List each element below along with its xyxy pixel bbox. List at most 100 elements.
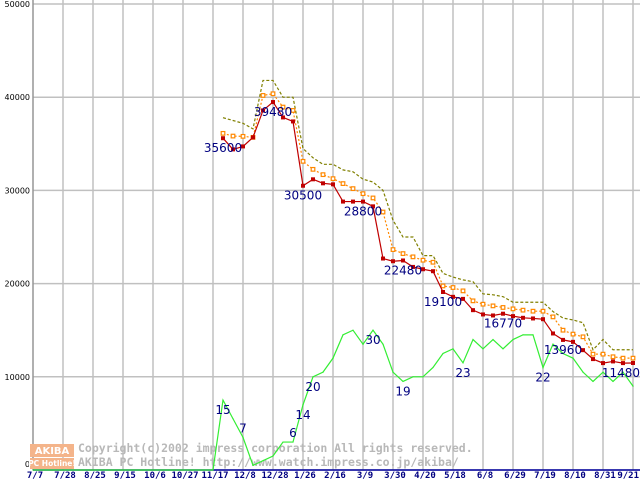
- data-point-average: [300, 158, 306, 164]
- data-label-min: 30500: [284, 189, 322, 203]
- data-point-shop-count: [182, 469, 184, 471]
- data-label-shop-count: 23: [455, 366, 470, 380]
- data-point-min: [541, 317, 545, 322]
- data-point-average: [390, 247, 396, 252]
- x-tick-label: 10/27: [171, 471, 198, 480]
- data-point-min: [421, 267, 425, 272]
- x-tick-label: 12/8: [234, 471, 256, 480]
- data-point-shop-count: [522, 334, 524, 336]
- data-point-min: [551, 331, 555, 336]
- data-point-shop-count: [432, 366, 434, 369]
- x-tick-label: 11/17: [201, 471, 228, 480]
- data-point-average: [420, 257, 426, 263]
- data-point-average: [440, 283, 446, 289]
- data-point-shop-count: [502, 348, 504, 350]
- data-label-shop-count: 15: [215, 403, 230, 417]
- data-point-shop-count: [462, 362, 464, 364]
- data-point-average: [550, 314, 556, 320]
- data-point-average: [260, 93, 266, 98]
- data-point-shop-count: [92, 469, 94, 471]
- series-layer: [32, 79, 636, 471]
- data-point-shop-count: [242, 436, 244, 438]
- data-point-shop-count: [342, 334, 344, 336]
- data-point-shop-count: [632, 385, 634, 387]
- x-tick-label: 7/7: [27, 471, 43, 480]
- data-point-average: [480, 301, 486, 307]
- data-point-shop-count: [532, 334, 534, 336]
- data-point-shop-count: [202, 469, 204, 471]
- x-tick-label: 2/16: [324, 471, 346, 480]
- data-point-shop-count: [322, 371, 324, 373]
- data-point-shop-count: [442, 352, 444, 355]
- data-point-shop-count: [302, 404, 304, 406]
- x-tick-label: 8/10: [564, 471, 586, 480]
- data-label-min: 11480: [602, 366, 640, 380]
- data-point-average: [270, 91, 276, 97]
- data-point-shop-count: [382, 343, 384, 345]
- x-tick-label: 3/9: [357, 471, 373, 480]
- data-point-shop-count: [42, 469, 44, 471]
- data-point-average: [290, 108, 296, 113]
- data-point-shop-count: [622, 371, 624, 373]
- data-point-min: [301, 183, 305, 188]
- y-tick-label: 50000: [5, 0, 30, 9]
- data-point-shop-count: [352, 329, 354, 331]
- data-point-shop-count: [612, 380, 614, 383]
- x-tick-label: 7/19: [534, 471, 556, 480]
- data-point-average: [280, 104, 286, 110]
- data-point-shop-count: [422, 376, 424, 378]
- data-point-shop-count: [562, 352, 564, 355]
- data-point-min: [491, 313, 495, 318]
- x-tick-label: 5/18: [444, 471, 466, 480]
- y-axis-ticks: 0 10000 20000 30000 40000 50000: [5, 0, 30, 469]
- data-point-shop-count: [72, 469, 74, 471]
- y-tick-label: 40000: [5, 93, 30, 102]
- data-point-min: [511, 314, 515, 319]
- data-point-min: [521, 315, 525, 320]
- data-point-min: [341, 199, 345, 204]
- copyright-text: Copyright(c)2002 impress corporation All…: [78, 441, 473, 455]
- data-point-shop-count: [222, 399, 224, 401]
- data-point-min: [251, 135, 255, 140]
- data-point-min: [581, 348, 585, 353]
- data-point-shop-count: [452, 348, 454, 350]
- data-point-average: [540, 308, 546, 314]
- data-point-min: [401, 258, 405, 263]
- data-point-average: [610, 354, 616, 360]
- logo-top-box: [30, 444, 74, 457]
- data-point-shop-count: [32, 469, 34, 471]
- data-label-min: 13960: [544, 343, 582, 357]
- data-point-min: [361, 199, 365, 204]
- data-label-min: 19100: [424, 295, 462, 309]
- data-point-average: [590, 351, 596, 357]
- data-point-average: [230, 133, 236, 139]
- data-point-min: [351, 199, 355, 204]
- data-point-min: [311, 177, 315, 182]
- data-point-shop-count: [392, 371, 394, 373]
- data-point-shop-count: [552, 343, 554, 345]
- x-tick-label: 7/28: [54, 471, 76, 480]
- series-line-average: [222, 93, 633, 359]
- data-point-shop-count: [582, 371, 584, 373]
- data-point-average: [430, 259, 436, 265]
- y-tick-label: 20000: [5, 280, 30, 289]
- x-tick-label: 4/20: [414, 471, 436, 480]
- x-tick-label: 10/6: [144, 471, 166, 480]
- data-point-average: [510, 306, 516, 312]
- data-label-min: 16770: [484, 317, 522, 331]
- data-point-shop-count: [252, 464, 254, 466]
- data-point-min: [531, 316, 535, 321]
- y-tick-label: 30000: [5, 186, 30, 195]
- data-point-shop-count: [312, 376, 314, 378]
- data-labels: 15 7 6 14 20 30 19 23 22 35600 39480 30500 28800 2248…: [204, 105, 640, 440]
- data-point-min: [591, 357, 595, 362]
- data-label-min: 35600: [204, 141, 242, 155]
- data-point-average: [630, 355, 636, 361]
- data-point-shop-count: [512, 338, 514, 341]
- data-point-min: [631, 361, 635, 366]
- data-point-shop-count: [232, 418, 234, 420]
- data-label-min: 28800: [344, 205, 382, 219]
- data-point-average: [330, 176, 336, 182]
- data-label-shop-count: 22: [535, 370, 550, 384]
